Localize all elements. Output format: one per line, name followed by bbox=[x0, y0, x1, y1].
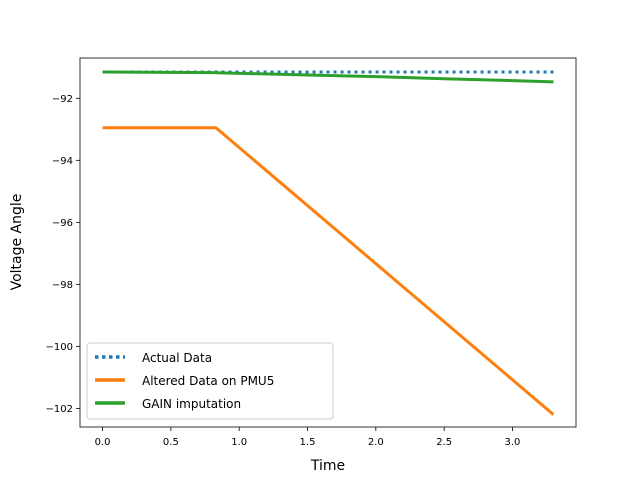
x-tick-label: 2.0 bbox=[368, 437, 384, 448]
x-tick-label: 0.5 bbox=[163, 437, 179, 448]
legend-box bbox=[86, 342, 334, 420]
y-tick-label: −98 bbox=[52, 280, 73, 291]
x-tick-label: 2.5 bbox=[436, 437, 452, 448]
x-tick-label: 1.5 bbox=[300, 437, 316, 448]
y-axis-label: Voltage Angle bbox=[9, 194, 25, 291]
y-tick-label: −92 bbox=[52, 94, 73, 105]
y-axis-ticks: −92 −94 −96 −98 −100 −102 bbox=[46, 94, 80, 415]
series-line-gain-imputation bbox=[102, 70, 554, 84]
x-tick-label: 0.0 bbox=[95, 437, 111, 448]
legend-label-gain: GAIN imputation bbox=[142, 397, 241, 411]
legend-label-actual: Actual Data bbox=[142, 351, 212, 365]
y-tick-label: −102 bbox=[46, 404, 73, 415]
x-axis-label: Time bbox=[310, 458, 345, 474]
legend-label-altered: Altered Data on PMU5 bbox=[142, 374, 274, 388]
plot-area-frame bbox=[79, 57, 577, 428]
y-tick-label: −94 bbox=[52, 156, 73, 167]
x-tick-label: 1.0 bbox=[231, 437, 247, 448]
x-axis-ticks: 0.0 0.5 1.0 1.5 2.0 2.5 3.0 bbox=[95, 427, 521, 448]
legend: Actual Data Altered Data on PMU5 GAIN im… bbox=[86, 342, 334, 420]
y-tick-label: −96 bbox=[52, 218, 73, 229]
y-tick-label: −100 bbox=[46, 342, 73, 353]
series-line-altered-data-pmu5 bbox=[102, 126, 555, 416]
x-tick-label: 3.0 bbox=[505, 437, 521, 448]
plot-lines bbox=[102, 70, 555, 416]
